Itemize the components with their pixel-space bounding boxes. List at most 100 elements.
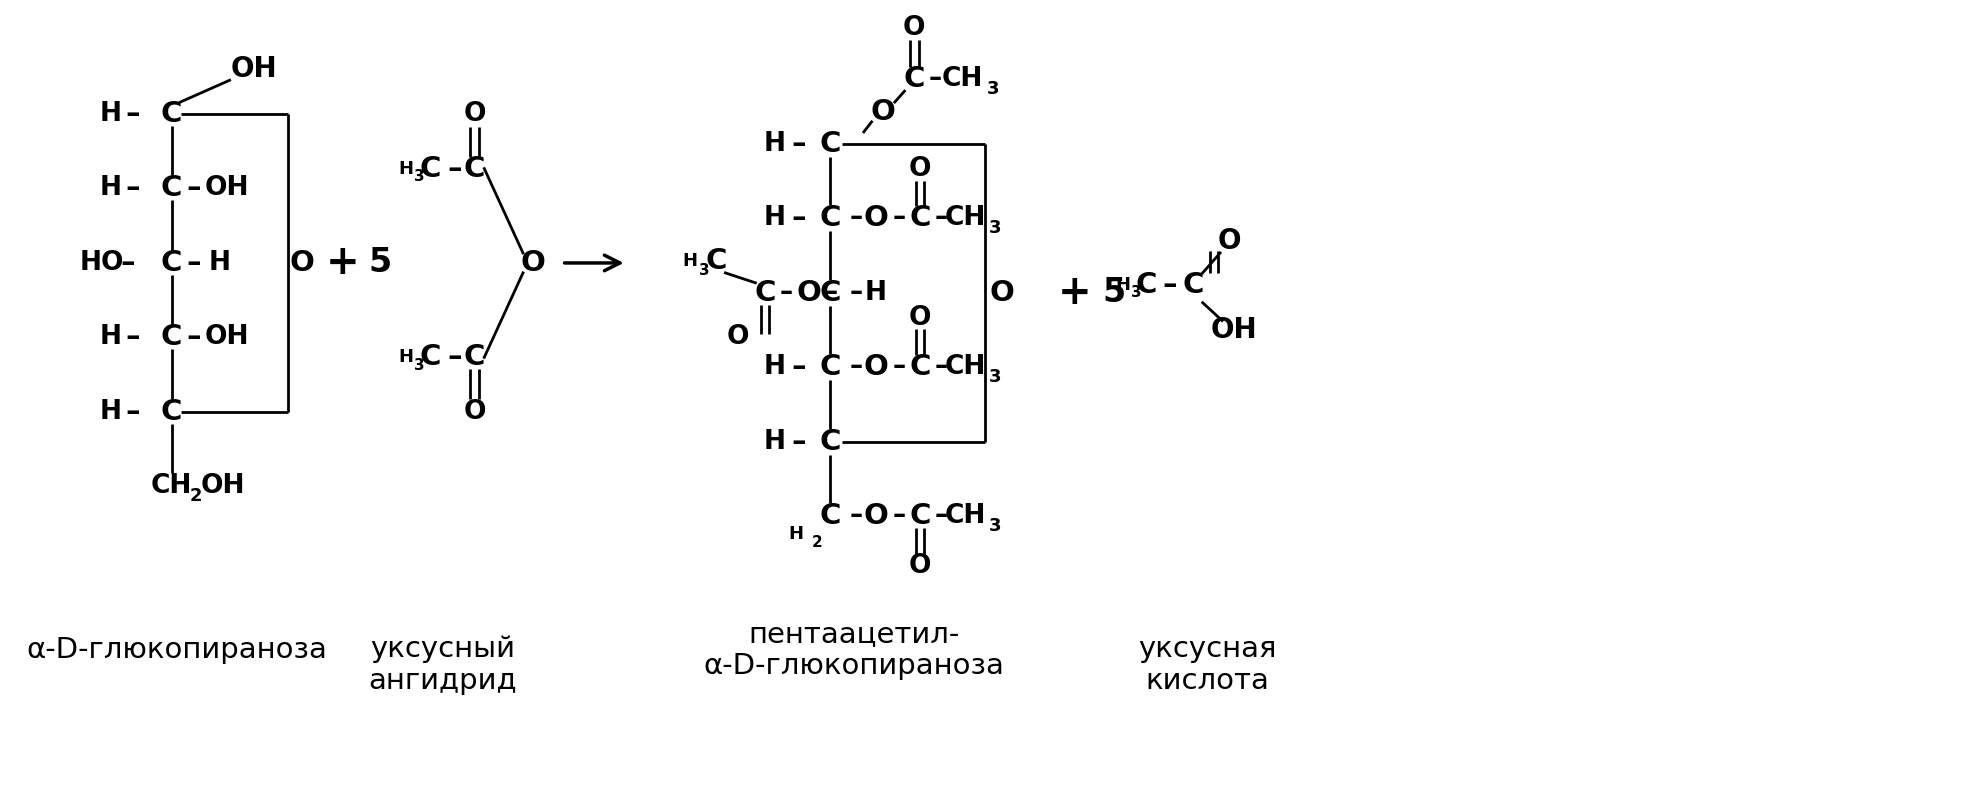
Text: –: – xyxy=(893,503,907,529)
Text: H: H xyxy=(764,131,786,157)
Text: C: C xyxy=(1182,271,1204,299)
Text: –: – xyxy=(849,206,863,231)
Text: H: H xyxy=(210,250,232,276)
Text: C: C xyxy=(820,130,841,158)
Text: OH: OH xyxy=(204,175,249,202)
Text: 3: 3 xyxy=(414,169,426,184)
Text: H: H xyxy=(1115,276,1131,294)
Text: H: H xyxy=(764,429,786,455)
Text: O: O xyxy=(871,98,895,126)
Text: 3: 3 xyxy=(990,219,1002,238)
Text: C: C xyxy=(1137,271,1156,299)
Text: 5: 5 xyxy=(368,246,392,280)
Text: C: C xyxy=(903,65,925,93)
Text: 3: 3 xyxy=(414,358,426,373)
Text: H: H xyxy=(99,175,121,202)
Text: H: H xyxy=(99,399,121,425)
Text: O: O xyxy=(909,304,931,331)
Text: –: – xyxy=(1162,271,1176,299)
Text: C: C xyxy=(420,155,442,183)
Text: H: H xyxy=(865,280,887,306)
Text: C: C xyxy=(707,247,727,275)
Text: 3: 3 xyxy=(1131,285,1140,300)
Text: –: – xyxy=(935,503,948,529)
Text: O: O xyxy=(521,249,544,277)
Text: C: C xyxy=(160,249,182,277)
Text: H: H xyxy=(99,324,121,351)
Text: OH: OH xyxy=(1210,316,1257,344)
Text: 2: 2 xyxy=(190,487,202,505)
Text: +: + xyxy=(327,243,360,283)
Text: –: – xyxy=(893,206,907,231)
Text: O: O xyxy=(909,553,931,579)
Text: C: C xyxy=(463,155,485,183)
Text: –: – xyxy=(792,428,806,456)
Text: C: C xyxy=(909,353,931,381)
Text: O: O xyxy=(463,399,485,425)
Text: 3: 3 xyxy=(988,80,1000,98)
Text: C: C xyxy=(160,398,182,426)
Text: OH: OH xyxy=(204,324,249,351)
Text: CH: CH xyxy=(150,473,192,500)
Text: C: C xyxy=(420,344,442,371)
Text: O: O xyxy=(463,101,485,127)
Text: OH: OH xyxy=(230,55,277,84)
Text: C: C xyxy=(754,279,776,307)
Text: –: – xyxy=(792,204,806,232)
Text: –: – xyxy=(824,280,838,306)
Text: O: O xyxy=(863,502,889,530)
Text: H: H xyxy=(764,206,786,231)
Text: H: H xyxy=(398,159,414,178)
Text: уксусный
ангидрид: уксусный ангидрид xyxy=(368,635,517,695)
Text: –: – xyxy=(929,66,942,92)
Text: –: – xyxy=(447,344,461,371)
Text: –: – xyxy=(186,249,202,277)
Text: –: – xyxy=(447,155,461,183)
Text: 3: 3 xyxy=(699,263,709,278)
Text: H: H xyxy=(788,525,804,543)
Text: H: H xyxy=(683,252,697,270)
Text: 2: 2 xyxy=(812,536,824,551)
Text: O: O xyxy=(796,279,822,307)
Text: α-D-глюкопираноза: α-D-глюкопираноза xyxy=(26,636,327,664)
Text: O: O xyxy=(289,249,315,277)
Text: CH: CH xyxy=(944,503,986,529)
Text: H: H xyxy=(764,354,786,380)
Text: +: + xyxy=(1057,273,1091,312)
Text: C: C xyxy=(160,175,182,202)
Text: CH: CH xyxy=(942,66,984,92)
Text: CH: CH xyxy=(944,354,986,380)
Text: C: C xyxy=(820,502,841,530)
Text: –: – xyxy=(792,130,806,158)
Text: 3: 3 xyxy=(990,368,1002,387)
Text: OH: OH xyxy=(200,473,246,500)
Text: –: – xyxy=(849,280,863,306)
Text: C: C xyxy=(160,100,182,128)
Text: O: O xyxy=(909,155,931,182)
Text: –: – xyxy=(849,354,863,380)
Text: C: C xyxy=(909,502,931,530)
Text: –: – xyxy=(125,175,141,202)
Text: –: – xyxy=(121,249,135,277)
Text: C: C xyxy=(820,204,841,232)
Text: –: – xyxy=(125,100,141,128)
Text: O: O xyxy=(990,279,1014,307)
Text: O: O xyxy=(727,324,748,351)
Text: H: H xyxy=(99,101,121,127)
Text: HO: HO xyxy=(79,250,125,276)
Text: –: – xyxy=(893,354,907,380)
Text: C: C xyxy=(463,344,485,371)
Text: уксусная
кислота: уксусная кислота xyxy=(1138,635,1277,695)
Text: –: – xyxy=(792,353,806,381)
Text: –: – xyxy=(935,206,948,231)
Text: O: O xyxy=(1218,227,1241,255)
Text: пентаацетил-
α-D-глюкопираноза: пентаацетил- α-D-глюкопираноза xyxy=(703,620,1004,681)
Text: –: – xyxy=(935,354,948,380)
Text: CH: CH xyxy=(944,206,986,231)
Text: C: C xyxy=(160,324,182,351)
Text: 5: 5 xyxy=(1103,277,1125,309)
Text: H: H xyxy=(398,348,414,367)
Text: –: – xyxy=(186,175,202,202)
Text: C: C xyxy=(909,204,931,232)
Text: C: C xyxy=(820,428,841,456)
